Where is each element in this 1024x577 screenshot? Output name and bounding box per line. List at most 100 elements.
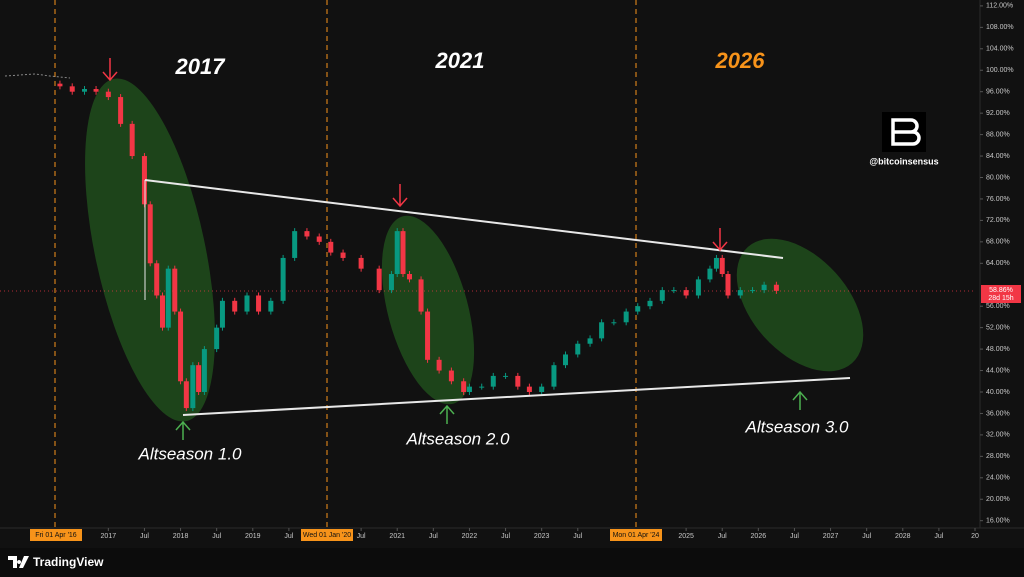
y-tick-label: 96.00% (986, 89, 1010, 96)
y-tick-label: 16.00% (986, 518, 1010, 525)
annotation: 2021 (435, 48, 485, 73)
y-tick-label: 100.00% (986, 67, 1014, 74)
x-tick-label: Jul (140, 533, 149, 540)
x-tick-label: Jul (718, 533, 727, 540)
candle-body (725, 274, 731, 296)
candle-body (340, 252, 346, 258)
x-axis: 2017 Jul 2018 Jul 2019 Jul Jul 2021 Jul 2022 Jul 20… (101, 528, 979, 540)
y-tick-label: 76.00% (986, 196, 1010, 203)
candle-body (105, 91, 111, 98)
x-tick-label: Jul (284, 533, 293, 540)
arrow (392, 184, 408, 208)
altseason-label: Altseason 2.0 (405, 429, 510, 448)
x-tick-label: 2021 (389, 533, 405, 540)
price-label: 58.86% (989, 287, 1013, 294)
candle-body (376, 268, 382, 291)
candle-body (659, 290, 665, 301)
candle-body (539, 386, 545, 392)
highlight-ellipse (736, 238, 864, 372)
candle-body (599, 322, 605, 339)
y-tick-label: 52.00% (986, 324, 1010, 331)
candle-body (141, 156, 147, 205)
x-tick-label: 2017 (101, 533, 117, 540)
arrow (102, 58, 118, 82)
y-tick-label: 36.00% (986, 410, 1010, 417)
candle-body (551, 365, 557, 387)
y-tick-label: 112.00% (986, 3, 1013, 10)
candle-body (256, 295, 262, 312)
candle-body (587, 338, 593, 344)
x-tick-label: Jul (573, 533, 582, 540)
y-tick-label: 68.00% (986, 239, 1010, 246)
candle-body (719, 257, 725, 275)
brand-logo (8, 556, 29, 568)
x-tick-label: 20 (971, 533, 979, 540)
x-tick-label: Jul (790, 533, 799, 540)
candle-body (479, 386, 485, 388)
candle-body (388, 274, 394, 291)
x-tick-label: Jul (501, 533, 510, 540)
candle-body (304, 231, 310, 237)
x-tick-label: 2027 (823, 533, 839, 540)
candle-body (201, 349, 207, 392)
candle-body (623, 311, 629, 323)
candle-body (461, 381, 467, 392)
candle-body (418, 279, 424, 312)
y-tick-label: 40.00% (986, 389, 1010, 396)
date-marker: Fri 01 Apr '16 (35, 532, 77, 539)
candle-body (635, 306, 641, 312)
candle-body (575, 343, 581, 355)
watermark: @bitcoinsensus (869, 156, 938, 166)
candle-body (244, 295, 250, 312)
candle-body (232, 300, 238, 312)
x-tick-label: 2028 (895, 533, 911, 540)
date-marker: Wed 01 Jan '20 (303, 532, 351, 539)
logo (882, 112, 926, 152)
candle-body (737, 290, 743, 296)
x-tick-label: Jul (934, 533, 943, 540)
price-badge (981, 285, 1021, 303)
candle-body (154, 263, 160, 296)
arrow (175, 420, 191, 440)
candle-body (268, 300, 274, 312)
candle-body (647, 300, 653, 307)
candle-body (400, 231, 406, 275)
candles (57, 80, 779, 412)
y-tick-label: 20.00% (986, 496, 1010, 503)
candle-body (165, 268, 171, 328)
x-tick-label: Jul (862, 533, 871, 540)
candle-body (147, 204, 153, 264)
y-tick-label: 84.00% (986, 153, 1010, 160)
x-tick-label: 2018 (173, 533, 189, 540)
candle-body (526, 386, 532, 392)
date-badge (610, 529, 662, 541)
candle-body (448, 370, 454, 382)
candle-body (190, 365, 196, 409)
arrow (792, 390, 808, 410)
candle-body (713, 257, 719, 269)
candle-body (683, 290, 689, 296)
brand: TradingView (33, 555, 104, 569)
x-tick-label: 2025 (678, 533, 694, 540)
date-lines (54, 0, 637, 528)
candle-body (425, 311, 431, 360)
candle-body (358, 257, 364, 269)
candle-body (219, 300, 225, 328)
footer (0, 548, 1024, 577)
x-tick-label: Jul (212, 533, 221, 540)
date-markers: Fri 01 Apr '16 Wed 01 Jan '20 Mon 01 Apr… (30, 529, 662, 541)
candle-body (129, 123, 135, 157)
candle-body (118, 97, 124, 124)
candle-body (611, 322, 617, 324)
altseason-label: Altseason 1.0 (137, 444, 242, 463)
candle-body (707, 268, 713, 280)
candle-body (183, 381, 189, 409)
date-badge (301, 529, 353, 541)
candle-body (160, 295, 165, 328)
up-arrows (175, 390, 808, 440)
y-axis: 16.00% 20.00% 24.00% 28.00% 32.00% 36.00% 40.0… (980, 3, 1014, 525)
candle-body (671, 290, 677, 292)
candle-body (292, 231, 298, 258)
y-tick-label: 48.00% (986, 346, 1010, 353)
countdown: 28d 15h (988, 295, 1013, 302)
